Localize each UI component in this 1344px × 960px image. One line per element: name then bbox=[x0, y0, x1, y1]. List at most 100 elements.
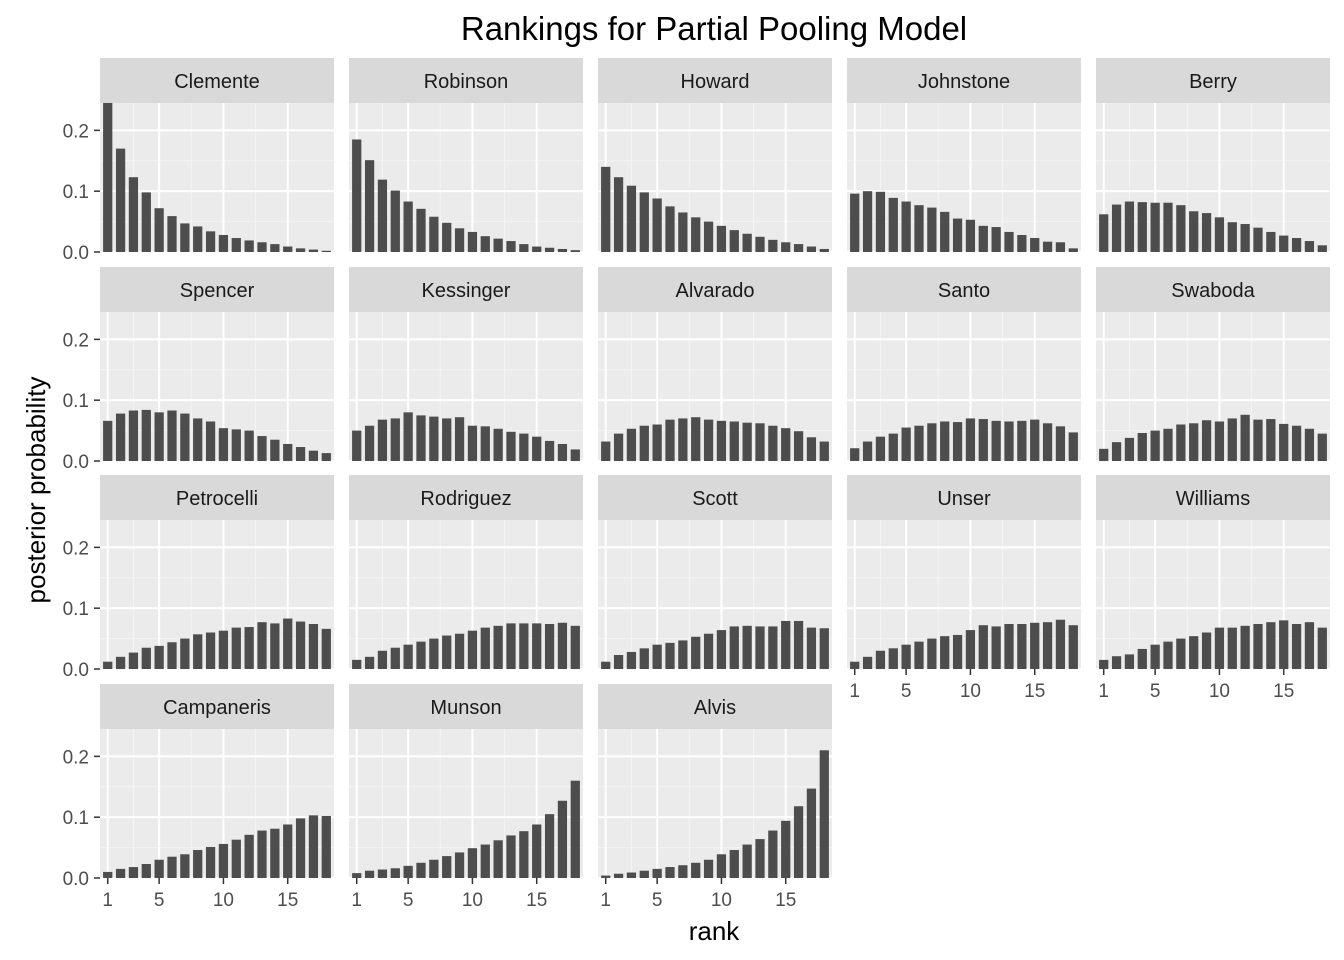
y-tick-label: 0.0 bbox=[63, 660, 89, 681]
bar bbox=[927, 207, 937, 252]
facet-strip bbox=[1096, 475, 1330, 520]
bar bbox=[1240, 625, 1250, 669]
bar bbox=[506, 835, 516, 878]
bar bbox=[270, 439, 280, 461]
bar bbox=[1163, 641, 1173, 669]
facet-strip bbox=[100, 58, 334, 103]
bar bbox=[295, 248, 306, 252]
bar bbox=[467, 848, 478, 878]
bar bbox=[1124, 437, 1135, 461]
bar bbox=[888, 648, 898, 669]
bar bbox=[819, 750, 829, 878]
bar bbox=[493, 625, 503, 669]
bar bbox=[601, 166, 611, 252]
bar bbox=[167, 642, 177, 669]
bar bbox=[167, 216, 177, 252]
panel-background bbox=[100, 103, 334, 252]
x-tick-label: 10 bbox=[711, 890, 732, 911]
bar bbox=[377, 869, 388, 878]
bar bbox=[257, 242, 267, 252]
bar bbox=[257, 436, 267, 461]
y-tick-label: 0.2 bbox=[63, 121, 89, 142]
bar bbox=[1214, 627, 1225, 669]
bar bbox=[716, 854, 727, 878]
bar bbox=[103, 661, 113, 669]
bar bbox=[678, 212, 688, 252]
bar bbox=[115, 656, 126, 669]
bar bbox=[1201, 632, 1212, 669]
facet-panels: Clemente 0.0 0.1 0.2 Robinson Howard Johnstone… bbox=[63, 58, 1330, 911]
x-axis-title: rank bbox=[689, 916, 741, 946]
bar bbox=[806, 246, 817, 252]
bar bbox=[532, 824, 542, 878]
bar bbox=[544, 623, 555, 669]
bar bbox=[321, 815, 331, 878]
bar bbox=[781, 242, 791, 252]
bar bbox=[781, 620, 791, 669]
bar bbox=[321, 453, 331, 461]
bar bbox=[652, 198, 662, 252]
bar bbox=[613, 655, 624, 669]
x-tick-label: 1 bbox=[600, 890, 611, 911]
facet-label: Berry bbox=[1189, 71, 1237, 93]
bar bbox=[850, 193, 860, 252]
bar bbox=[103, 871, 113, 878]
bar bbox=[205, 421, 216, 461]
bar bbox=[416, 641, 426, 669]
bar bbox=[1004, 623, 1014, 669]
bar bbox=[1304, 428, 1315, 461]
bar bbox=[1150, 644, 1160, 669]
y-tick-label: 0.0 bbox=[63, 243, 89, 264]
bar bbox=[1004, 421, 1014, 461]
y-tick-label: 0.2 bbox=[63, 747, 89, 768]
x-tick-label: 10 bbox=[1209, 681, 1230, 702]
bar bbox=[1030, 622, 1040, 669]
bar bbox=[231, 238, 241, 252]
bar bbox=[703, 419, 714, 461]
bar bbox=[940, 211, 950, 252]
bar bbox=[901, 427, 911, 461]
bar bbox=[1317, 245, 1327, 252]
bar bbox=[416, 862, 426, 878]
facet-panel: Kessinger bbox=[349, 267, 583, 462]
bar bbox=[742, 844, 752, 878]
bar bbox=[429, 638, 439, 669]
x-tick-label: 1 bbox=[1098, 681, 1109, 702]
bar bbox=[1111, 442, 1122, 461]
bar bbox=[205, 846, 216, 878]
bar bbox=[506, 241, 516, 252]
bar bbox=[729, 230, 739, 252]
bar bbox=[1214, 217, 1225, 252]
x-tick-label: 5 bbox=[1150, 681, 1161, 702]
bar bbox=[927, 423, 937, 461]
bar bbox=[965, 630, 976, 669]
bar bbox=[914, 425, 924, 461]
bar bbox=[403, 865, 413, 878]
bar bbox=[506, 431, 516, 461]
bar bbox=[283, 824, 293, 878]
facet-strip bbox=[100, 475, 334, 520]
bar bbox=[193, 418, 203, 461]
panel-background bbox=[100, 729, 334, 878]
bar bbox=[639, 870, 649, 878]
bar bbox=[1291, 238, 1302, 252]
bar bbox=[532, 623, 542, 669]
bar bbox=[180, 854, 190, 878]
y-tick-label: 0.1 bbox=[63, 182, 89, 203]
bar bbox=[952, 218, 963, 252]
panel-background bbox=[349, 103, 583, 252]
bar bbox=[141, 409, 151, 461]
bar bbox=[1189, 636, 1199, 669]
x-tick-label: 1 bbox=[102, 890, 113, 911]
bar bbox=[141, 192, 151, 252]
bar bbox=[467, 630, 478, 669]
bar bbox=[639, 425, 649, 461]
bar bbox=[1163, 428, 1173, 461]
bar bbox=[295, 621, 306, 669]
bar bbox=[295, 818, 306, 878]
bar bbox=[1176, 638, 1186, 669]
panel-background bbox=[100, 520, 334, 669]
bar bbox=[1099, 659, 1109, 669]
